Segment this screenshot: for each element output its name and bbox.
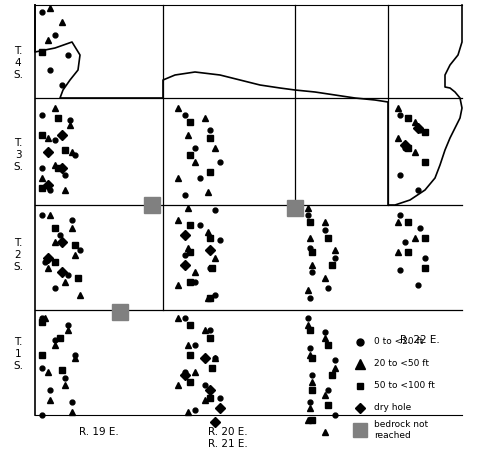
Text: R. 21 E.: R. 21 E.	[208, 439, 248, 449]
Text: 50 to <100 ft: 50 to <100 ft	[374, 382, 435, 391]
Text: R. 19 E.: R. 19 E.	[79, 427, 119, 437]
Text: dry hole: dry hole	[374, 404, 411, 413]
Text: T.
4
S.: T. 4 S.	[13, 46, 23, 79]
Text: R. 22 E.: R. 22 E.	[400, 335, 440, 345]
Text: 0 to <20 ft: 0 to <20 ft	[374, 338, 423, 347]
Text: 20 to <50 ft: 20 to <50 ft	[374, 360, 429, 369]
Text: T.
2
S.: T. 2 S.	[13, 238, 23, 272]
Text: T.
3
S.: T. 3 S.	[13, 138, 23, 172]
Text: R. 20 E.: R. 20 E.	[208, 427, 248, 437]
Text: bedrock not
reached: bedrock not reached	[374, 420, 428, 440]
Text: T.
1
S.: T. 1 S.	[13, 337, 23, 370]
